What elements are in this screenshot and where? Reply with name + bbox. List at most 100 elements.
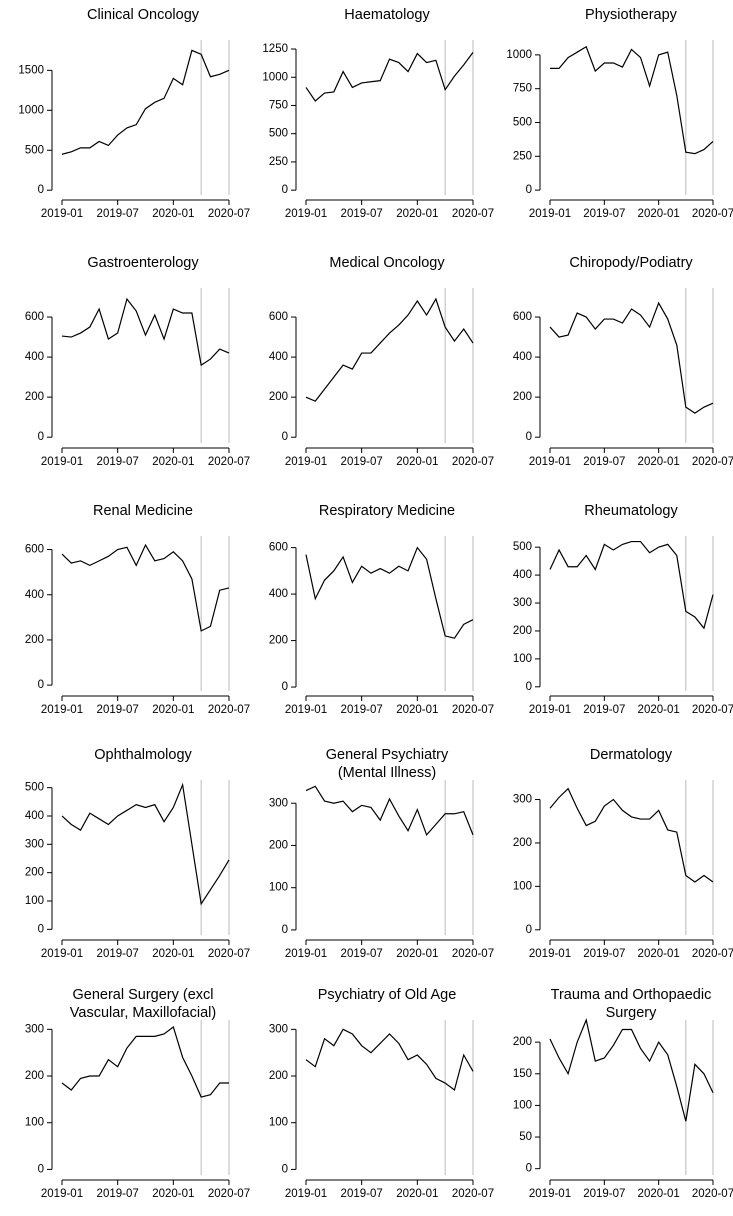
x-tick-label: 2019-01 xyxy=(285,1188,327,1200)
x-tick-label: 2019-01 xyxy=(41,704,83,716)
y-tick-label: 600 xyxy=(269,542,288,554)
y-tick-label: 0 xyxy=(282,681,288,693)
panel: General Surgery (excl Vascular, Maxillofa… xyxy=(25,987,250,1200)
x-tick-label: 2020-07 xyxy=(452,704,494,716)
x-tick-label: 2020-07 xyxy=(452,208,494,220)
y-tick-label: 0 xyxy=(38,923,44,935)
x-tick-label: 2019-01 xyxy=(529,704,571,716)
x-tick-label: 2019-01 xyxy=(285,948,327,960)
panel-title: Clinical Oncology xyxy=(87,7,200,23)
y-tick-label: 400 xyxy=(25,589,44,601)
x-tick-label: 2019-01 xyxy=(529,208,571,220)
y-tick-label: 200 xyxy=(513,1036,532,1048)
panel: Rheumatology 0 100 200 300 400 500 2019-01 2019-… xyxy=(513,503,733,716)
y-tick-label: 1000 xyxy=(506,49,532,61)
y-tick-label: 200 xyxy=(269,1070,288,1082)
y-tick-label: 100 xyxy=(269,1117,288,1129)
y-tick-label: 1500 xyxy=(18,64,44,76)
y-tick-label: 1250 xyxy=(262,43,288,55)
series-line xyxy=(549,787,714,883)
y-tick-label: 100 xyxy=(25,1117,44,1129)
y-tick-label: 250 xyxy=(269,156,288,168)
x-tick-label: 2020-01 xyxy=(396,1188,438,1200)
panel-title: Vascular, Maxillofacial) xyxy=(70,1005,216,1021)
x-tick-label: 2020-07 xyxy=(208,948,250,960)
x-tick-label: 2019-01 xyxy=(41,948,83,960)
x-tick-label: 2019-07 xyxy=(341,704,383,716)
panel-title: Physiotherapy xyxy=(585,7,678,23)
x-tick-label: 2019-07 xyxy=(341,1188,383,1200)
x-tick-label: 2019-07 xyxy=(97,948,139,960)
x-tick-label: 2019-07 xyxy=(583,1188,625,1200)
series-line xyxy=(61,782,230,906)
x-tick-label: 2019-07 xyxy=(583,704,625,716)
series-line xyxy=(550,45,714,155)
y-tick-label: 500 xyxy=(513,117,532,129)
x-tick-label: 2019-07 xyxy=(97,208,139,220)
panel: Gastroenterology 0 200 400 600 2019-01 2019-07… xyxy=(25,255,250,468)
y-tick-label: 600 xyxy=(269,311,288,323)
panel: Renal Medicine 0 200 400 600 2019-01 2019-07 20… xyxy=(25,503,250,716)
x-tick-label: 2019-07 xyxy=(341,208,383,220)
panel: Dermatology 0 100 200 300 2019-01 2019-07 2020-… xyxy=(513,747,733,960)
y-tick-label: 0 xyxy=(526,1163,532,1175)
series-line xyxy=(61,1026,229,1098)
y-tick-label: 500 xyxy=(513,541,532,553)
panel-title: Dermatology xyxy=(590,747,673,763)
y-tick-label: 200 xyxy=(513,391,532,403)
x-tick-label: 2020-07 xyxy=(692,1188,733,1200)
series-line xyxy=(305,785,474,837)
y-tick-label: 200 xyxy=(25,391,44,403)
y-tick-label: 200 xyxy=(269,839,288,851)
y-tick-label: 750 xyxy=(513,83,532,95)
x-tick-label: 2019-01 xyxy=(41,1188,83,1200)
y-tick-label: 200 xyxy=(513,625,532,637)
y-tick-label: 0 xyxy=(526,681,532,693)
y-tick-label: 0 xyxy=(282,431,288,443)
series-line xyxy=(61,297,230,367)
y-tick-label: 50 xyxy=(519,1131,532,1143)
x-tick-label: 2020-07 xyxy=(208,704,250,716)
x-tick-label: 2020-01 xyxy=(152,948,194,960)
y-tick-label: 100 xyxy=(513,1099,532,1111)
y-tick-label: 250 xyxy=(513,150,532,162)
panel-title: Psychiatry of Old Age xyxy=(318,987,457,1003)
panel-title: Chiropody/Podiatry xyxy=(569,255,693,271)
y-tick-label: 0 xyxy=(38,1163,44,1175)
x-tick-label: 2019-07 xyxy=(341,456,383,468)
y-tick-label: 400 xyxy=(25,810,44,822)
x-tick-label: 2019-01 xyxy=(529,456,571,468)
y-tick-label: 400 xyxy=(269,351,288,363)
panel-title: General Psychiatry xyxy=(326,747,449,763)
y-tick-label: 0 xyxy=(38,184,44,196)
panel: Psychiatry of Old Age 0 100 200 300 2019-01 20… xyxy=(269,987,494,1200)
x-tick-label: 2020-07 xyxy=(692,948,733,960)
x-tick-label: 2019-01 xyxy=(41,208,83,220)
panel: Respiratory Medicine 0 200 400 600 2019-01 201… xyxy=(269,503,494,716)
y-tick-label: 600 xyxy=(25,311,44,323)
y-tick-label: 0 xyxy=(282,184,288,196)
x-tick-label: 2020-07 xyxy=(452,948,494,960)
panel-title: Trauma and Orthopaedic xyxy=(551,987,712,1003)
y-tick-label: 300 xyxy=(269,797,288,809)
panel: Physiotherapy 0 250 500 750 1000 2019-01 2019-0… xyxy=(506,7,733,220)
x-tick-label: 2019-01 xyxy=(285,456,327,468)
x-tick-label: 2020-01 xyxy=(396,948,438,960)
y-tick-label: 500 xyxy=(269,128,288,140)
y-tick-label: 0 xyxy=(526,924,532,936)
x-tick-label: 2020-01 xyxy=(638,704,680,716)
x-tick-label: 2020-01 xyxy=(396,704,438,716)
x-tick-label: 2019-07 xyxy=(583,948,625,960)
x-tick-label: 2019-07 xyxy=(97,1188,139,1200)
series-line xyxy=(549,540,714,630)
x-tick-label: 2020-01 xyxy=(152,1188,194,1200)
y-tick-label: 300 xyxy=(513,794,532,806)
x-tick-label: 2020-01 xyxy=(638,948,680,960)
x-tick-label: 2020-07 xyxy=(452,456,494,468)
y-tick-label: 750 xyxy=(269,100,288,112)
y-tick-label: 200 xyxy=(25,1070,44,1082)
x-tick-label: 2020-07 xyxy=(208,208,250,220)
y-tick-label: 100 xyxy=(25,895,44,907)
y-tick-label: 0 xyxy=(282,924,288,936)
